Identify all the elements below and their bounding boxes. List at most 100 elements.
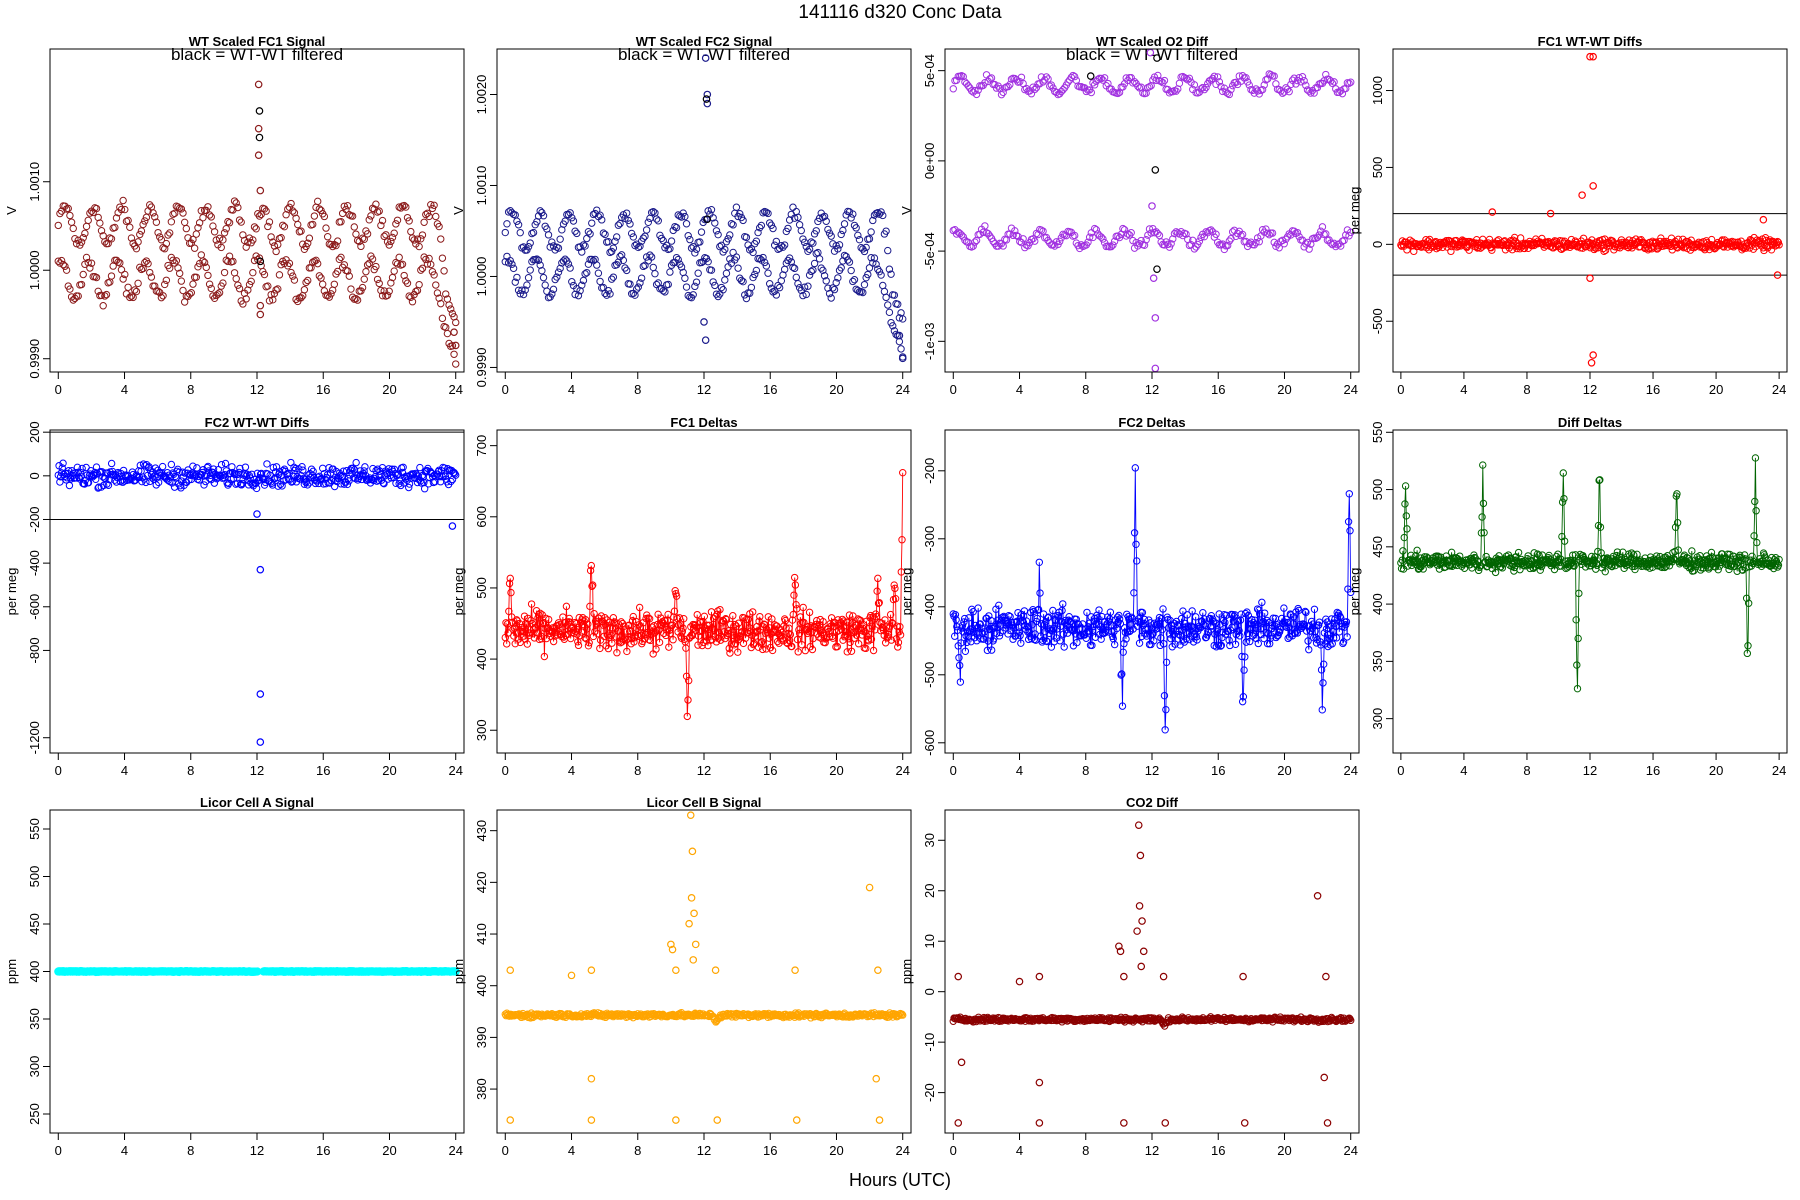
data-point	[792, 273, 800, 282]
data-point	[350, 223, 358, 231]
data-point	[715, 628, 723, 637]
data-point	[392, 479, 400, 487]
data-point	[1320, 629, 1329, 637]
data-point	[549, 242, 558, 250]
data-point	[1044, 613, 1053, 621]
data-point	[215, 234, 224, 243]
data-point	[801, 646, 810, 655]
data-point	[681, 274, 689, 282]
data-point	[242, 243, 250, 251]
data-point	[1506, 561, 1514, 569]
data-point	[1235, 72, 1244, 80]
data-point	[1044, 614, 1052, 622]
data-point	[789, 610, 797, 619]
chart-title: WT Scaled FC1 Signal	[189, 34, 326, 49]
y-tick-label: 350	[1370, 651, 1385, 673]
data-point	[337, 253, 345, 262]
data-point	[835, 241, 844, 249]
y-tick-label: 500	[1370, 157, 1385, 179]
data-point	[96, 219, 104, 227]
data-point	[352, 230, 360, 238]
data-point	[757, 221, 766, 230]
data-point	[1011, 227, 1019, 235]
data-point	[562, 602, 571, 611]
data-point	[290, 209, 299, 217]
data-point	[1245, 624, 1253, 633]
data-point	[1401, 482, 1410, 490]
data-point	[539, 212, 548, 220]
data-point	[92, 204, 101, 213]
data-point	[586, 230, 594, 238]
data-point	[136, 230, 144, 239]
data-point	[1077, 241, 1086, 249]
plot-frame	[1392, 429, 1788, 754]
data-point	[728, 628, 736, 636]
data-point	[58, 464, 66, 472]
data-point	[228, 463, 236, 471]
data-point	[387, 237, 395, 246]
data-point	[561, 255, 569, 263]
data-point	[152, 218, 161, 226]
data-point	[1160, 76, 1169, 85]
data-point	[1159, 605, 1167, 613]
data-point	[617, 251, 626, 259]
data-point	[804, 282, 812, 290]
data-point	[207, 213, 215, 221]
data-point	[756, 223, 764, 232]
data-point	[1029, 83, 1037, 91]
data-point	[784, 224, 792, 233]
data-point	[869, 216, 877, 225]
data-point	[144, 259, 152, 268]
y-tick-label: -400	[922, 594, 937, 620]
data-point	[1165, 89, 1174, 97]
data-point	[1342, 618, 1351, 626]
data-point	[971, 238, 979, 246]
data-point	[1043, 637, 1051, 646]
data-point	[957, 231, 966, 239]
data-point	[365, 259, 373, 268]
data-point	[894, 300, 902, 308]
data-point	[1545, 551, 1553, 560]
chart-title: FC2 Deltas	[1118, 415, 1185, 430]
data-point	[1012, 231, 1021, 240]
data-point	[752, 237, 761, 245]
data-point	[506, 256, 514, 265]
data-point	[1272, 242, 1280, 251]
data-point	[1212, 643, 1221, 651]
data-point	[1575, 589, 1583, 598]
data-point	[599, 229, 608, 237]
x-tick-label: 0	[502, 382, 509, 397]
data-point	[1254, 639, 1262, 648]
data-point	[513, 217, 521, 225]
data-point	[1535, 551, 1543, 559]
data-point	[1162, 705, 1170, 714]
data-point	[1232, 78, 1240, 87]
data-point	[443, 329, 452, 338]
chart-subtitle: black = WT-WT filtered	[618, 45, 790, 64]
data-point	[709, 278, 717, 286]
data-point	[867, 254, 875, 262]
data-point	[438, 472, 446, 481]
data-point	[672, 223, 681, 232]
data-point	[503, 620, 512, 628]
data-point	[1297, 78, 1305, 86]
data-point-outliers	[448, 522, 457, 530]
data-point	[1140, 615, 1149, 624]
data-point	[601, 614, 609, 622]
data-point	[1346, 527, 1354, 535]
data-point	[299, 466, 307, 474]
data-point	[1574, 634, 1582, 643]
data-point	[779, 243, 787, 251]
data-point	[256, 470, 265, 478]
data-point	[242, 295, 250, 303]
data-point	[1006, 80, 1014, 89]
data-point	[77, 472, 86, 480]
data-point	[770, 287, 779, 295]
data-point	[80, 480, 89, 488]
data-point	[815, 255, 824, 263]
data-point	[882, 227, 890, 235]
data-point	[1119, 648, 1127, 656]
data-point	[400, 271, 408, 280]
data-point	[103, 480, 111, 488]
data-point	[1100, 74, 1109, 82]
